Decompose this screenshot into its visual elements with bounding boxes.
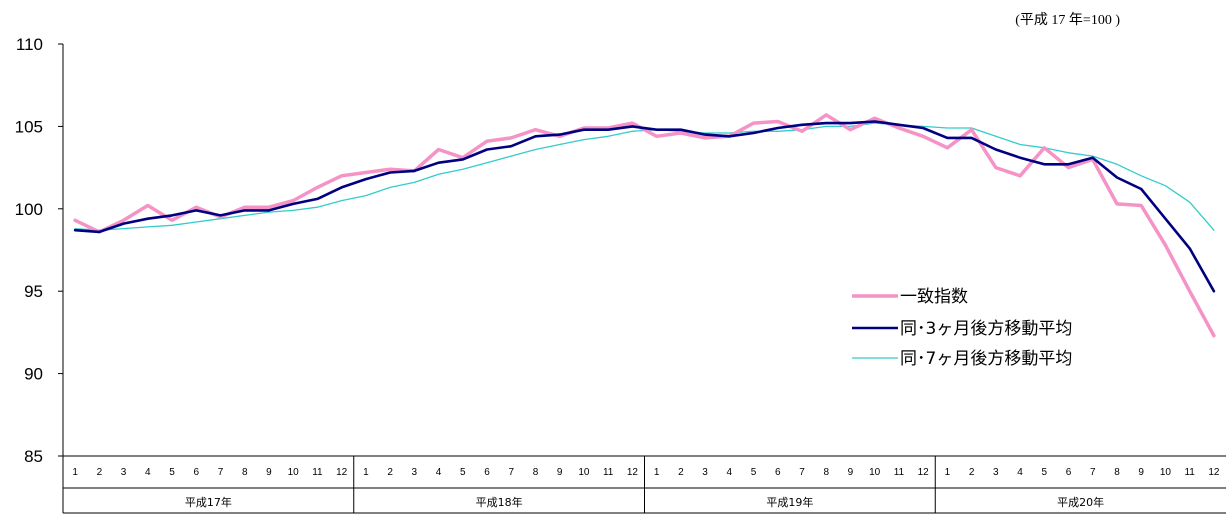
x-tick-label-month: 11 <box>312 467 323 478</box>
x-year-label: 平成19年 <box>766 495 813 509</box>
x-tick-label-month: 10 <box>288 467 300 478</box>
y-tick-label: 85 <box>24 447 43 466</box>
axes <box>62 44 1226 514</box>
y-axis-ticks: 110 105 100 95 90 85 <box>15 35 63 466</box>
x-year-label: 平成17年 <box>185 495 232 509</box>
x-tick-label-month: 8 <box>1114 467 1120 478</box>
legend-label-2: 同･3ヶ月後方移動平均 <box>900 319 1072 339</box>
x-tick-label-month: 5 <box>1042 467 1048 478</box>
x-tick-label-month: 8 <box>242 467 248 478</box>
x-tick-label-month: 9 <box>848 467 854 478</box>
x-tick-label-month: 2 <box>97 467 103 478</box>
series-lines <box>73 113 1216 338</box>
x-tick-label-month: 12 <box>1208 467 1220 478</box>
x-tick-label-month: 8 <box>533 467 539 478</box>
x-tick-label-month: 6 <box>193 467 199 478</box>
x-tick-label-month: 5 <box>169 467 175 478</box>
x-tick-label-month: 12 <box>627 467 639 478</box>
x-tick-label-month: 7 <box>799 467 805 478</box>
x-tick-label-month: 6 <box>484 467 490 478</box>
x-tick-label-month: 7 <box>218 467 224 478</box>
x-tick-label-month: 9 <box>557 467 563 478</box>
x-tick-label-month: 4 <box>1017 467 1023 478</box>
x-tick-label-month: 2 <box>387 467 393 478</box>
x-tick-label-month: 5 <box>751 467 757 478</box>
legend-label-1: 一致指数 <box>900 287 968 307</box>
x-tick-label-month: 8 <box>823 467 829 478</box>
y-tick-label: 90 <box>24 365 43 384</box>
series-line-2 <box>73 120 1216 293</box>
series-line-1 <box>73 113 1216 338</box>
x-tick-label-month: 1 <box>945 467 951 478</box>
x-tick-label-month: 9 <box>266 467 272 478</box>
y-tick-label: 95 <box>24 282 43 301</box>
x-tick-label-month: 11 <box>1184 467 1195 478</box>
legend-label-3: 同･7ヶ月後方移動平均 <box>900 349 1072 369</box>
x-tick-label-month: 1 <box>363 467 369 478</box>
series-line-3 <box>74 122 1215 231</box>
y-tick-label: 105 <box>15 117 43 136</box>
x-tick-label-month: 4 <box>436 467 442 478</box>
x-year-label: 平成18年 <box>476 495 523 509</box>
x-tick-label-month: 10 <box>1160 467 1172 478</box>
x-tick-label-month: 6 <box>1066 467 1072 478</box>
x-tick-label-month: 9 <box>1138 467 1144 478</box>
x-tick-label-month: 7 <box>508 467 514 478</box>
x-tick-label-month: 2 <box>678 467 684 478</box>
x-tick-label-month: 4 <box>727 467 733 478</box>
x-tick-label-month: 1 <box>654 467 660 478</box>
y-tick-label: 100 <box>15 200 43 219</box>
x-tick-label-month: 10 <box>578 467 590 478</box>
x-tick-label-month: 12 <box>918 467 930 478</box>
x-tick-label-month: 6 <box>775 467 781 478</box>
y-tick-label: 110 <box>16 35 43 54</box>
x-tick-label-month: 5 <box>460 467 466 478</box>
x-tick-label-month: 1 <box>72 467 78 478</box>
x-tick-label-month: 11 <box>603 467 614 478</box>
x-tick-label-month: 12 <box>336 467 348 478</box>
x-tick-label-month: 3 <box>993 467 999 478</box>
x-tick-label-month: 10 <box>869 467 881 478</box>
x-year-label: 平成20年 <box>1057 495 1104 509</box>
x-tick-label-month: 11 <box>894 467 905 478</box>
base-year-note: (平成 17 年=100 ) <box>1015 13 1120 28</box>
x-tick-label-month: 3 <box>121 467 127 478</box>
x-tick-label-month: 2 <box>969 467 975 478</box>
x-tick-label-month: 4 <box>145 467 151 478</box>
x-tick-label-month: 3 <box>412 467 418 478</box>
x-tick-label-month: 7 <box>1090 467 1096 478</box>
x-tick-label-month: 3 <box>702 467 708 478</box>
